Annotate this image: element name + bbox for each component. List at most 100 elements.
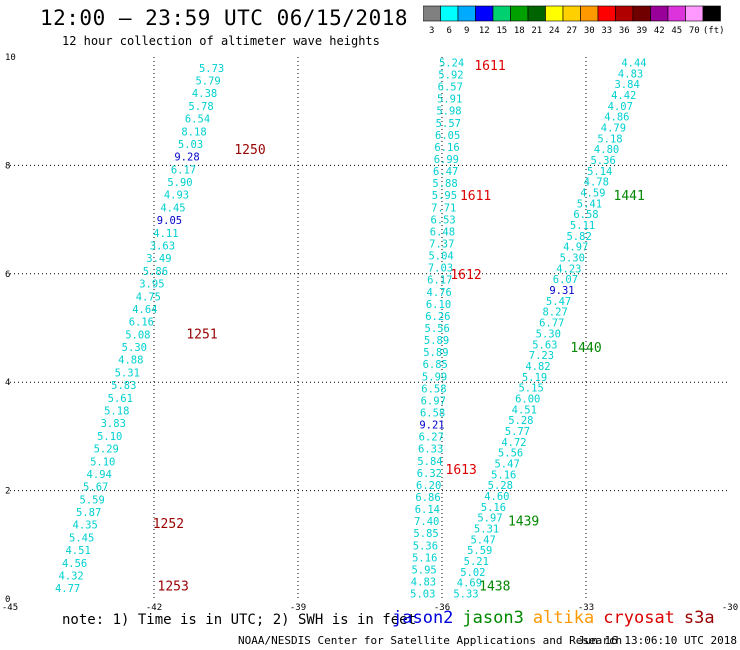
wave-height-value: 6.27: [419, 432, 444, 444]
satellite-jason3: jason3: [462, 608, 524, 628]
wave-height-value: 6.54: [185, 114, 210, 126]
wave-height-value: 9.28: [174, 152, 199, 164]
wave-height-value: 6.17: [427, 275, 452, 287]
wave-height-value: 5.89: [423, 347, 448, 359]
scale-label: 30: [584, 26, 595, 35]
wave-height-value: 6.26: [425, 311, 450, 323]
wave-height-plot: -45 -42 -39 -36 -33 -3002468104.774.324.564.5…: [2, 53, 738, 612]
wave-height-value: 5.28: [508, 415, 533, 427]
wave-height-value: 4.83: [411, 577, 436, 589]
y-tick-label: 4: [5, 378, 10, 388]
pass-time-label: 1613: [446, 463, 477, 478]
wave-height-value: 6.53: [430, 214, 455, 226]
wave-height-value: 9.05: [157, 215, 182, 227]
wave-height-value: 4.23: [556, 263, 581, 275]
wave-height-value: 4.59: [580, 188, 605, 200]
wave-height-value: 5.59: [80, 494, 105, 506]
wave-height-value: 7.71: [431, 202, 456, 214]
scale-label: 3: [429, 26, 434, 35]
wave-height-value: 6.97: [421, 395, 446, 407]
wave-height-value: 5.99: [422, 371, 447, 383]
wave-height-value: 4.86: [604, 112, 629, 124]
wave-height-value: 5.97: [477, 513, 502, 525]
wave-height-value: 5.86: [143, 266, 168, 278]
wave-height-value: 6.58: [573, 209, 598, 221]
satellite-jason2: jason2: [392, 608, 454, 628]
wave-height-value: 8.18: [181, 126, 206, 138]
wave-height-value: 5.30: [122, 342, 147, 354]
scale-label: 42: [654, 26, 665, 35]
wave-height-value: 4.88: [118, 355, 143, 367]
wave-height-value: 4.82: [525, 361, 550, 373]
wave-height-value: 5.36: [590, 155, 615, 167]
wave-height-value: 5.95: [411, 564, 436, 576]
wave-height-value: 4.64: [132, 304, 157, 316]
wave-height-value: 5.14: [587, 166, 612, 178]
y-tick-label: 10: [5, 53, 16, 63]
pass-time-label: 1250: [234, 143, 265, 158]
wave-height-value: 5.88: [432, 178, 457, 190]
wave-height-value: 5.11: [570, 220, 595, 232]
wave-height-value: 5.16: [481, 502, 506, 514]
wave-height-value: 7.03: [428, 263, 453, 275]
wave-height-value: 5.28: [488, 480, 513, 492]
wave-height-value: 5.36: [413, 540, 438, 552]
satellite-legend: jason2 jason3 altika cryosat s3a: [392, 608, 724, 628]
wave-height-value: 5.84: [417, 456, 442, 468]
wave-height-value: 5.98: [436, 106, 461, 118]
wave-height-value: 6.00: [515, 393, 540, 405]
wave-height-value: 5.04: [428, 251, 453, 263]
wave-height-value: 5.29: [94, 444, 119, 456]
wave-height-value: 5.89: [424, 335, 449, 347]
wave-height-value: 6.77: [539, 318, 564, 330]
wave-height-value: 4.83: [618, 68, 643, 80]
wave-height-value: 7.40: [414, 516, 439, 528]
wave-height-value: 6.86: [415, 492, 440, 504]
scale-label: 39: [636, 26, 647, 35]
wave-height-value: 5.90: [167, 177, 192, 189]
wave-height-value: 5.45: [69, 532, 94, 544]
scale-label: 70: [689, 26, 700, 35]
wave-height-value: 5.92: [438, 69, 463, 81]
wave-height-value: 5.79: [195, 76, 220, 88]
generated-timestamp: Jun 16 13:06:10 UTC 2018: [578, 634, 737, 647]
footnote: note: 1) Time is in UTC; 2) SWH is in fe…: [62, 612, 417, 628]
wave-height-value: 5.15: [518, 383, 543, 395]
wave-height-value: 4.51: [512, 404, 537, 416]
wave-height-value: 5.91: [437, 94, 462, 106]
wave-height-value: 4.32: [58, 570, 83, 582]
pass-time-label: 1611: [460, 189, 491, 204]
wave-height-value: 5.24: [439, 57, 464, 69]
wave-height-value: 6.33: [418, 444, 443, 456]
wave-height-value: 4.97: [563, 242, 588, 254]
wave-height-value: 4.60: [484, 491, 509, 503]
wave-height-value: 5.19: [522, 372, 547, 384]
wave-height-value: 5.61: [108, 393, 133, 405]
wave-height-value: 5.78: [188, 101, 213, 113]
wave-height-value: 6.57: [438, 82, 463, 94]
wave-height-value: 6.85: [423, 359, 448, 371]
wave-height-value: 5.10: [90, 456, 115, 468]
scale-label: 45: [671, 26, 682, 35]
y-tick-label: 0: [5, 595, 10, 605]
scale-label: 9: [464, 26, 469, 35]
wave-height-value: 4.93: [164, 190, 189, 202]
wave-height-value: 5.02: [460, 567, 485, 579]
wave-height-value: 6.16: [129, 317, 154, 329]
wave-height-value: 3.63: [150, 241, 175, 253]
x-tick-label: -33: [578, 603, 594, 612]
wave-height-value: 5.30: [536, 328, 561, 340]
y-tick-label: 2: [5, 487, 10, 497]
scale-label: 21: [531, 26, 542, 35]
wave-height-value: 9.31: [549, 285, 574, 297]
color-scale-legend: 3 6 9 12 15 18 21 24 27 30 33 36 39 42 45 70 (ft): [423, 5, 725, 35]
wave-height-value: 4.35: [73, 520, 98, 532]
wave-height-value: 5.03: [410, 589, 435, 601]
wave-height-value: 5.47: [546, 296, 571, 308]
wave-height-value: 5.82: [566, 231, 591, 243]
wave-height-value: 5.67: [83, 482, 108, 494]
wave-height-value: 5.41: [577, 198, 602, 210]
wave-height-value: 5.56: [498, 448, 523, 460]
wave-height-value: 9.21: [419, 420, 444, 432]
pass-time-label: 1252: [153, 517, 184, 532]
